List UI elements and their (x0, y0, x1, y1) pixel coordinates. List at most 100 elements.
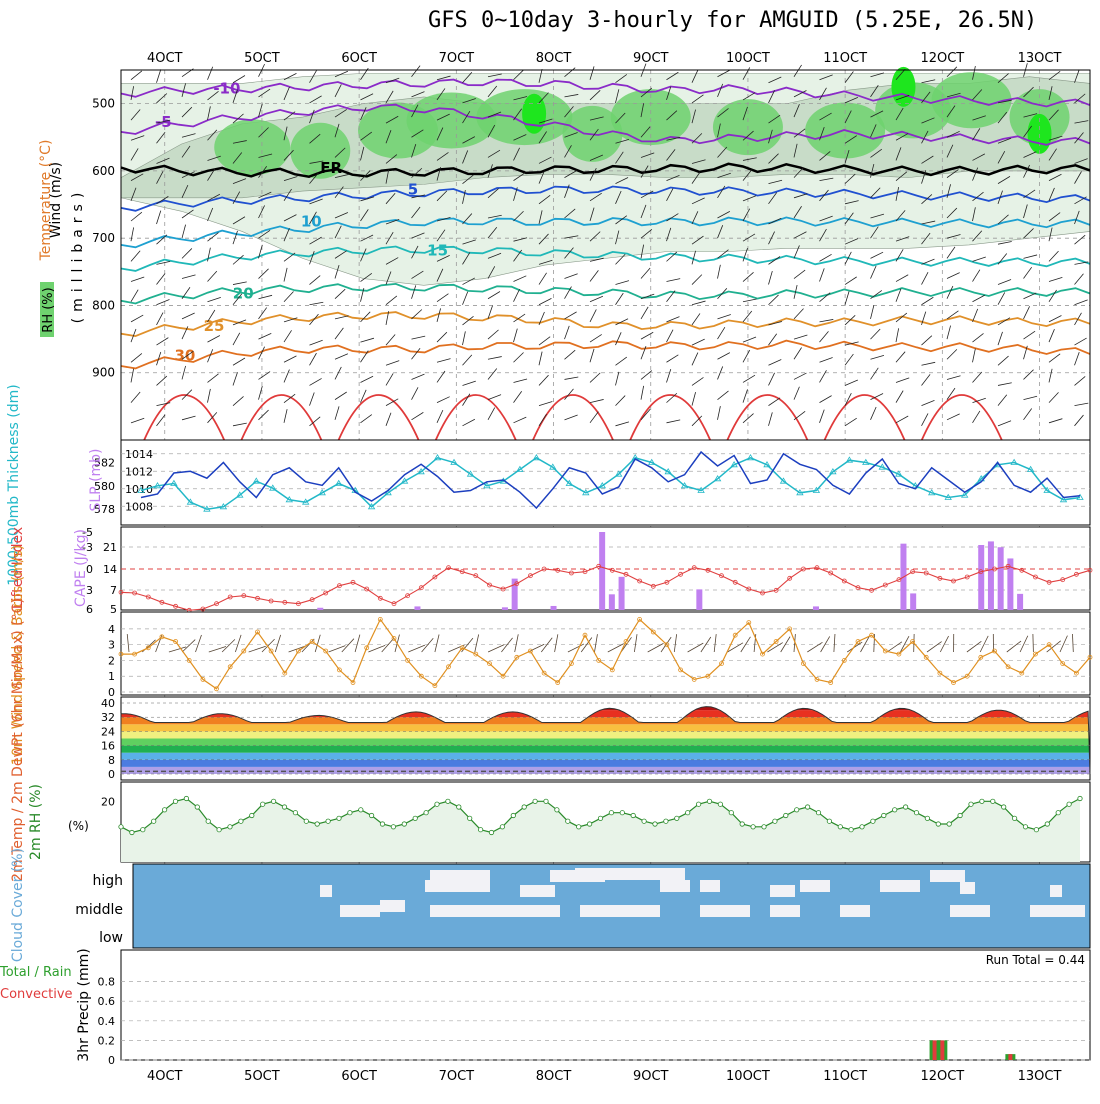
rh-point (271, 799, 275, 803)
cloud-clear (520, 885, 555, 897)
rh-point (577, 825, 581, 829)
rh-point (304, 819, 308, 823)
y-tick-label: 900 (92, 366, 115, 380)
rh-point (805, 805, 809, 809)
rh-point (849, 828, 853, 832)
contour-label: 30 (174, 347, 195, 365)
rh-point (162, 808, 166, 812)
cloud-level-label: high (92, 873, 123, 889)
y-tick-label-wind: 4 (108, 623, 115, 636)
cloud-clear (840, 905, 870, 917)
x-tick-label-bottom: 9OCT (633, 1069, 669, 1084)
rh-point (326, 819, 330, 823)
x-tick-label-top: 11OCT (823, 51, 867, 66)
y-tick-label-temp: 0 (108, 768, 115, 781)
rh-point (1002, 805, 1006, 809)
x-tick-label-bottom: 10OCT (726, 1069, 770, 1084)
rh-point (784, 813, 788, 817)
cloud-clear (700, 905, 750, 917)
cloud-level-label: middle (75, 902, 123, 918)
x-tick-label-bottom: 7OCT (439, 1069, 475, 1084)
y-tick-label-precip: 0.8 (98, 976, 116, 989)
rh-point (206, 819, 210, 823)
rh-point (446, 799, 450, 803)
temp-band (121, 760, 1090, 767)
cloud-clear (700, 880, 720, 892)
y-tick-label-precip: 0.2 (98, 1034, 116, 1047)
ylabel-cloud: Cloud Cover (%) (10, 848, 26, 962)
wind-barb-10m (1033, 634, 1034, 652)
rh-point (424, 811, 428, 815)
x-tick-label-top: 7OCT (439, 51, 475, 66)
rh-point (315, 822, 319, 826)
rh-point (609, 811, 613, 815)
cloud-clear (430, 870, 490, 882)
rh-point (762, 825, 766, 829)
y-tick-label-slp: 1010 (125, 483, 153, 496)
cape-bar (998, 547, 1004, 610)
chart-title: GFS 0~10day 3-hourly for AMGUID (5.25E, … (428, 8, 1037, 33)
y-tick-label-cape: 21 (103, 541, 117, 554)
rh-point (893, 808, 897, 812)
rh-point (533, 799, 537, 803)
rh-point (707, 799, 711, 803)
rh-point (369, 813, 373, 817)
rh-point (827, 819, 831, 823)
rh-point (566, 819, 570, 823)
rh-point (675, 816, 679, 820)
rh-point (751, 825, 755, 829)
cloud-clear (660, 880, 690, 892)
rh-point (1056, 811, 1060, 815)
temp-band (121, 767, 1090, 774)
y-tick-label: 600 (92, 164, 115, 178)
rh-point (620, 811, 624, 815)
rh-point (402, 822, 406, 826)
rh-point (337, 816, 341, 820)
rh-shade-bright (522, 94, 546, 134)
rh-point (130, 830, 134, 834)
cape-bar (502, 607, 508, 610)
cloud-clear (580, 905, 660, 917)
x-tick-label-top: 9OCT (633, 51, 669, 66)
x-tick-label-top: 8OCT (536, 51, 572, 66)
rh-point (696, 802, 700, 806)
precip-legend-conv: Convective (0, 987, 73, 1002)
contour-label: 25 (204, 317, 225, 335)
x-tick-label-bottom: 8OCT (536, 1069, 572, 1084)
rh-point (882, 813, 886, 817)
cape-bar (1017, 594, 1023, 610)
run-total: Run Total = 0.44 (986, 953, 1085, 967)
ylabel-slp: SLP (mb) (88, 448, 104, 511)
y-tick-label-precip: 0.4 (98, 1015, 116, 1028)
rh-point (119, 825, 123, 829)
cape-bar (414, 606, 420, 610)
y-tick-label: 800 (92, 298, 115, 312)
rh-point (282, 805, 286, 809)
rh-point (522, 805, 526, 809)
cloud-clear (380, 900, 405, 912)
rh-point (587, 822, 591, 826)
rh-point (261, 802, 265, 806)
x-tick-label-bottom: 12OCT (920, 1069, 964, 1084)
cloud-clear (430, 905, 500, 917)
rh-point (457, 805, 461, 809)
rh-point (838, 825, 842, 829)
cape-bar (317, 608, 323, 610)
cloud-clear (1030, 905, 1085, 917)
rh-point (217, 828, 221, 832)
contour-label: 20 (233, 285, 254, 303)
rh-point (871, 819, 875, 823)
contour-label: -10 (213, 80, 240, 98)
y-tick-label-rh: 20 (101, 795, 115, 808)
rh-point (468, 816, 472, 820)
rh-point (718, 802, 722, 806)
y-tick-label-slp: 1008 (125, 500, 153, 513)
temp-band (121, 746, 1090, 753)
rh-point (816, 811, 820, 815)
y-tick-label-precip: 0.6 (98, 995, 116, 1008)
rh-point (511, 813, 515, 817)
rh-point (555, 808, 559, 812)
cape-bar (609, 594, 615, 610)
rh-point (860, 825, 864, 829)
x-tick-label-bottom: 6OCT (341, 1069, 377, 1084)
